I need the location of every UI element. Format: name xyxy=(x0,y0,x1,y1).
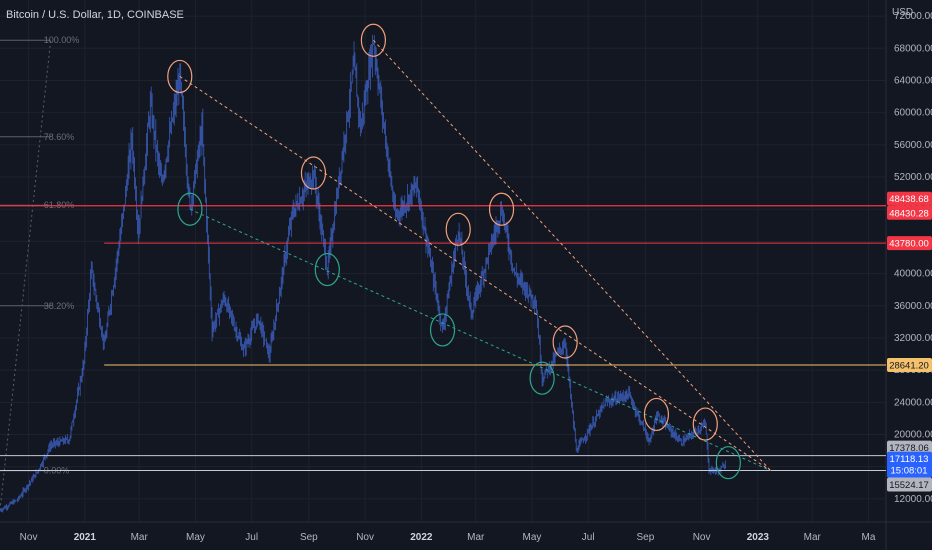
time-tick-label: Nov xyxy=(356,532,374,543)
price-tick-label: 52000.00 xyxy=(894,172,932,183)
currency-label: USD xyxy=(892,7,914,18)
price-tick-label: 64000.00 xyxy=(894,75,932,86)
time-tick-label: Sep xyxy=(300,532,318,543)
time-tick-label: May xyxy=(186,532,205,543)
resistance-trend-line xyxy=(179,76,772,472)
time-tick-label: Ma xyxy=(862,532,876,543)
time-tick-label: 2022 xyxy=(410,532,433,543)
fib-level-label: 38.20% xyxy=(44,301,75,311)
support-touch-circle xyxy=(177,192,203,226)
price-tick-label: 40000.00 xyxy=(894,269,932,280)
price-tick-label: 32000.00 xyxy=(894,333,932,344)
time-tick-label: Jul xyxy=(582,532,595,543)
price-level-tag-text: 28641.20 xyxy=(889,360,929,371)
support-touch-circle xyxy=(529,361,555,395)
resistance-touch-circle xyxy=(643,397,670,432)
resistance-touch-circle xyxy=(300,156,327,190)
price-level-tag-text: 48438.68 xyxy=(889,194,929,205)
time-tick-label: 2023 xyxy=(747,532,770,543)
support-touch-circle xyxy=(314,252,340,287)
resistance-touch-circle xyxy=(445,212,471,246)
time-tick-label: Mar xyxy=(467,532,485,543)
price-tick-label: 60000.00 xyxy=(894,108,932,119)
support-touch-circle xyxy=(715,446,741,480)
resistance-touch-circle xyxy=(552,325,578,359)
countdown-text: 15:08:01 xyxy=(891,466,928,477)
time-tick-label: Mar xyxy=(804,532,822,543)
time-tick-label: 2021 xyxy=(74,532,97,543)
fib-level-label: 100.00% xyxy=(44,35,80,45)
price-level-tag xyxy=(887,191,932,206)
fib-level-label: 78.60% xyxy=(44,132,75,142)
resistance-touch-circle xyxy=(692,407,718,441)
price-tick-label: 56000.00 xyxy=(894,140,932,151)
time-tick-label: May xyxy=(523,532,542,543)
time-tick-label: Sep xyxy=(636,532,654,543)
price-tick-label: 12000.00 xyxy=(894,494,932,505)
price-tick-label: 20000.00 xyxy=(894,430,932,441)
price-tick-label: 24000.00 xyxy=(894,397,932,408)
time-tick-label: Nov xyxy=(20,532,38,543)
price-level-tag xyxy=(887,440,932,455)
price-level-tag-text: 43780.00 xyxy=(889,239,929,250)
resistance-touch-circle xyxy=(488,192,515,226)
resistance-trend-line xyxy=(373,39,772,472)
price-level-tag-text: 48430.28 xyxy=(889,208,929,219)
price-level-tag-text: 17378.06 xyxy=(889,443,929,454)
time-tick-label: Nov xyxy=(693,532,711,543)
price-level-tag xyxy=(887,357,932,372)
price-level-tag xyxy=(887,205,932,220)
price-tick-label: 72000.00 xyxy=(894,11,932,22)
fib-trend-line xyxy=(0,40,52,511)
support-touch-circle xyxy=(429,313,456,347)
time-tick-label: Mar xyxy=(131,532,149,543)
price-tick-label: 36000.00 xyxy=(894,301,932,312)
time-tick-label: Jul xyxy=(245,532,258,543)
price-level-tag xyxy=(887,477,932,492)
price-level-tag-text: 17118.13 xyxy=(890,454,929,465)
price-level-tag xyxy=(887,236,932,251)
resistance-touch-circle xyxy=(360,23,386,57)
symbol-title: Bitcoin / U.S. Dollar, 1D, COINBASE xyxy=(6,9,184,21)
support-trend-line xyxy=(189,208,771,472)
price-tick-label: 68000.00 xyxy=(894,43,932,54)
resistance-touch-circle xyxy=(167,59,193,94)
price-level-tag xyxy=(887,451,932,478)
price-level-tag-text: 15524.17 xyxy=(889,480,929,491)
